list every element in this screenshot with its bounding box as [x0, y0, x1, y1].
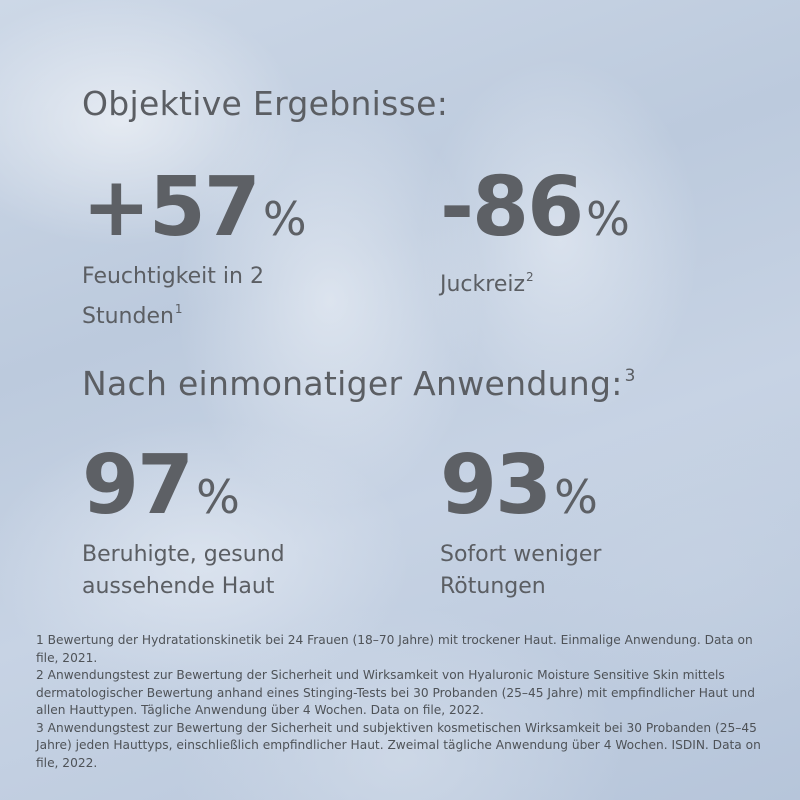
footnote-ref: 2	[526, 270, 534, 284]
stat-description-line1: Juckreiz	[440, 272, 526, 297]
stat-description-line1: Sofort weniger	[440, 542, 602, 567]
stat-description-line1: Feuchtigkeit in 2	[82, 264, 264, 289]
stat-description: Juckreiz2	[440, 261, 760, 301]
section-heading-text: Objektive Ergebnisse:	[82, 84, 449, 123]
footnote-ref: 3	[624, 366, 636, 386]
stat-description-line2: Stunden	[82, 304, 174, 329]
stat-number: +57	[82, 160, 261, 255]
stat-description: Feuchtigkeit in 2 Stunden1	[82, 261, 402, 333]
stat-description: Beruhigte, gesund aussehende Haut	[82, 539, 402, 603]
stat-description-line1: Beruhigte, gesund	[82, 542, 285, 567]
stat-itching: -86 % Juckreiz2	[440, 167, 760, 301]
stat-value: 97 %	[82, 445, 402, 527]
stat-description-line2: aussehende Haut	[82, 574, 275, 599]
footnote-ref: 1	[174, 302, 183, 316]
section-heading-after-one-month: Nach einmonatiger Anwendung: 3	[82, 364, 636, 403]
stat-number: -86	[440, 160, 584, 255]
stat-unit: %	[586, 192, 630, 246]
stat-soothed-skin: 97 % Beruhigte, gesund aussehende Haut	[82, 445, 402, 603]
footnote-1: 1 Bewertung der Hydratationskinetik bei …	[36, 633, 753, 665]
stat-unit: %	[262, 192, 307, 246]
footnote-3: 3 Anwendungstest zur Bewertung der Siche…	[36, 720, 761, 770]
stat-unit: %	[196, 470, 240, 524]
stat-number: 97	[82, 438, 194, 533]
footnote-2: 2 Anwendungstest zur Bewertung der Siche…	[36, 668, 755, 717]
section-heading-objective-results: Objektive Ergebnisse:	[82, 84, 448, 123]
stat-description-line2: Rötungen	[440, 574, 546, 599]
stat-description: Sofort weniger Rötungen	[440, 539, 760, 603]
stat-value: +57 %	[82, 167, 402, 249]
section-heading-text: Nach einmonatiger Anwendung:	[82, 364, 623, 403]
stat-moisture: +57 % Feuchtigkeit in 2 Stunden1	[82, 167, 402, 333]
stat-number: 93	[440, 438, 552, 533]
stat-less-redness: 93 % Sofort weniger Rötungen	[440, 445, 760, 603]
footnotes: 1 Bewertung der Hydratationskinetik bei …	[36, 632, 776, 772]
stat-value: -86 %	[440, 167, 760, 249]
stat-value: 93 %	[440, 445, 760, 527]
stat-unit: %	[554, 470, 598, 524]
